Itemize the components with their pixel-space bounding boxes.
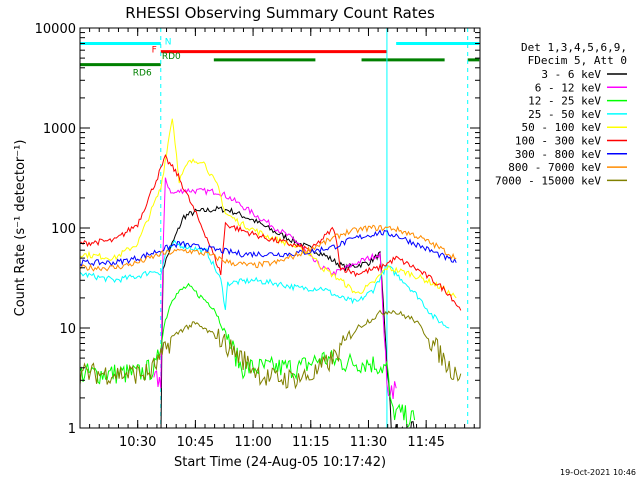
series-line-6 (80, 229, 457, 267)
y-tick-label-3: 1000 (43, 122, 76, 137)
legend-label-2: 12 - 25 keV (528, 95, 601, 108)
x-tick-label-5: 11:45 (407, 435, 444, 450)
x-tick-label-1: 10:45 (177, 435, 214, 450)
y-tick-label-2: 100 (51, 222, 76, 237)
series-line-0 (160, 205, 415, 428)
y-tick-label-0: 1 (68, 422, 76, 437)
y-axis-label: Count Rate (s⁻¹ detector⁻¹) (13, 140, 28, 317)
legend-label-4: 50 - 100 keV (522, 121, 602, 134)
legend-label-7: 800 - 7000 keV (508, 161, 601, 174)
series-line-8 (80, 309, 462, 390)
series-line-1 (153, 177, 397, 399)
legend-label-3: 25 - 50 keV (528, 108, 601, 121)
chart-title: RHESSI Observing Summary Count Rates (125, 4, 435, 22)
y-axis-ticks: 1 10 100 1000 10000 (35, 22, 480, 437)
series-line-2 (80, 282, 416, 428)
x-tick-label-4: 11:30 (350, 435, 387, 450)
series-line-7 (80, 224, 457, 272)
legend-label-1: 6 - 12 keV (535, 81, 602, 94)
flag-label-2: RD0 (162, 52, 181, 62)
flag-bars: NF RD0 RD6 (80, 37, 480, 79)
plot-series (80, 118, 462, 428)
legend-label-5: 100 - 300 keV (515, 135, 601, 148)
y-tick-label-1: 10 (59, 322, 76, 337)
legend-header-line-1: Det 1,3,4,5,6,9, (521, 41, 627, 54)
x-axis-label: Start Time (24-Aug-05 10:17:42) (174, 455, 386, 470)
legend-header-line-2: FDecim 5, Att 0 (528, 54, 627, 67)
legend-label-6: 300 - 800 keV (515, 148, 601, 161)
legend-label-8: 7000 - 15000 keV (495, 174, 601, 187)
timestamp: 19-Oct-2021 10:46 (560, 468, 636, 477)
x-tick-label-2: 11:00 (234, 435, 271, 450)
legend-label-0: 3 - 6 keV (541, 68, 601, 81)
flag-label-0: N (165, 37, 172, 47)
flag-label-1: F (152, 46, 157, 56)
legend: Det 1,3,4,5,6,9, FDecim 5, Att 0 3 - 6 k… (495, 41, 627, 187)
flag-label-3: RD6 (133, 69, 152, 79)
x-axis-ticks: 10:30 10:45 11:00 11:15 11:30 11:45 (79, 28, 475, 450)
series-line-4 (80, 118, 457, 299)
series-line-5 (80, 154, 462, 311)
y-tick-label-4: 10000 (35, 22, 76, 37)
x-tick-label-0: 10:30 (119, 435, 156, 450)
x-tick-label-3: 11:15 (292, 435, 329, 450)
